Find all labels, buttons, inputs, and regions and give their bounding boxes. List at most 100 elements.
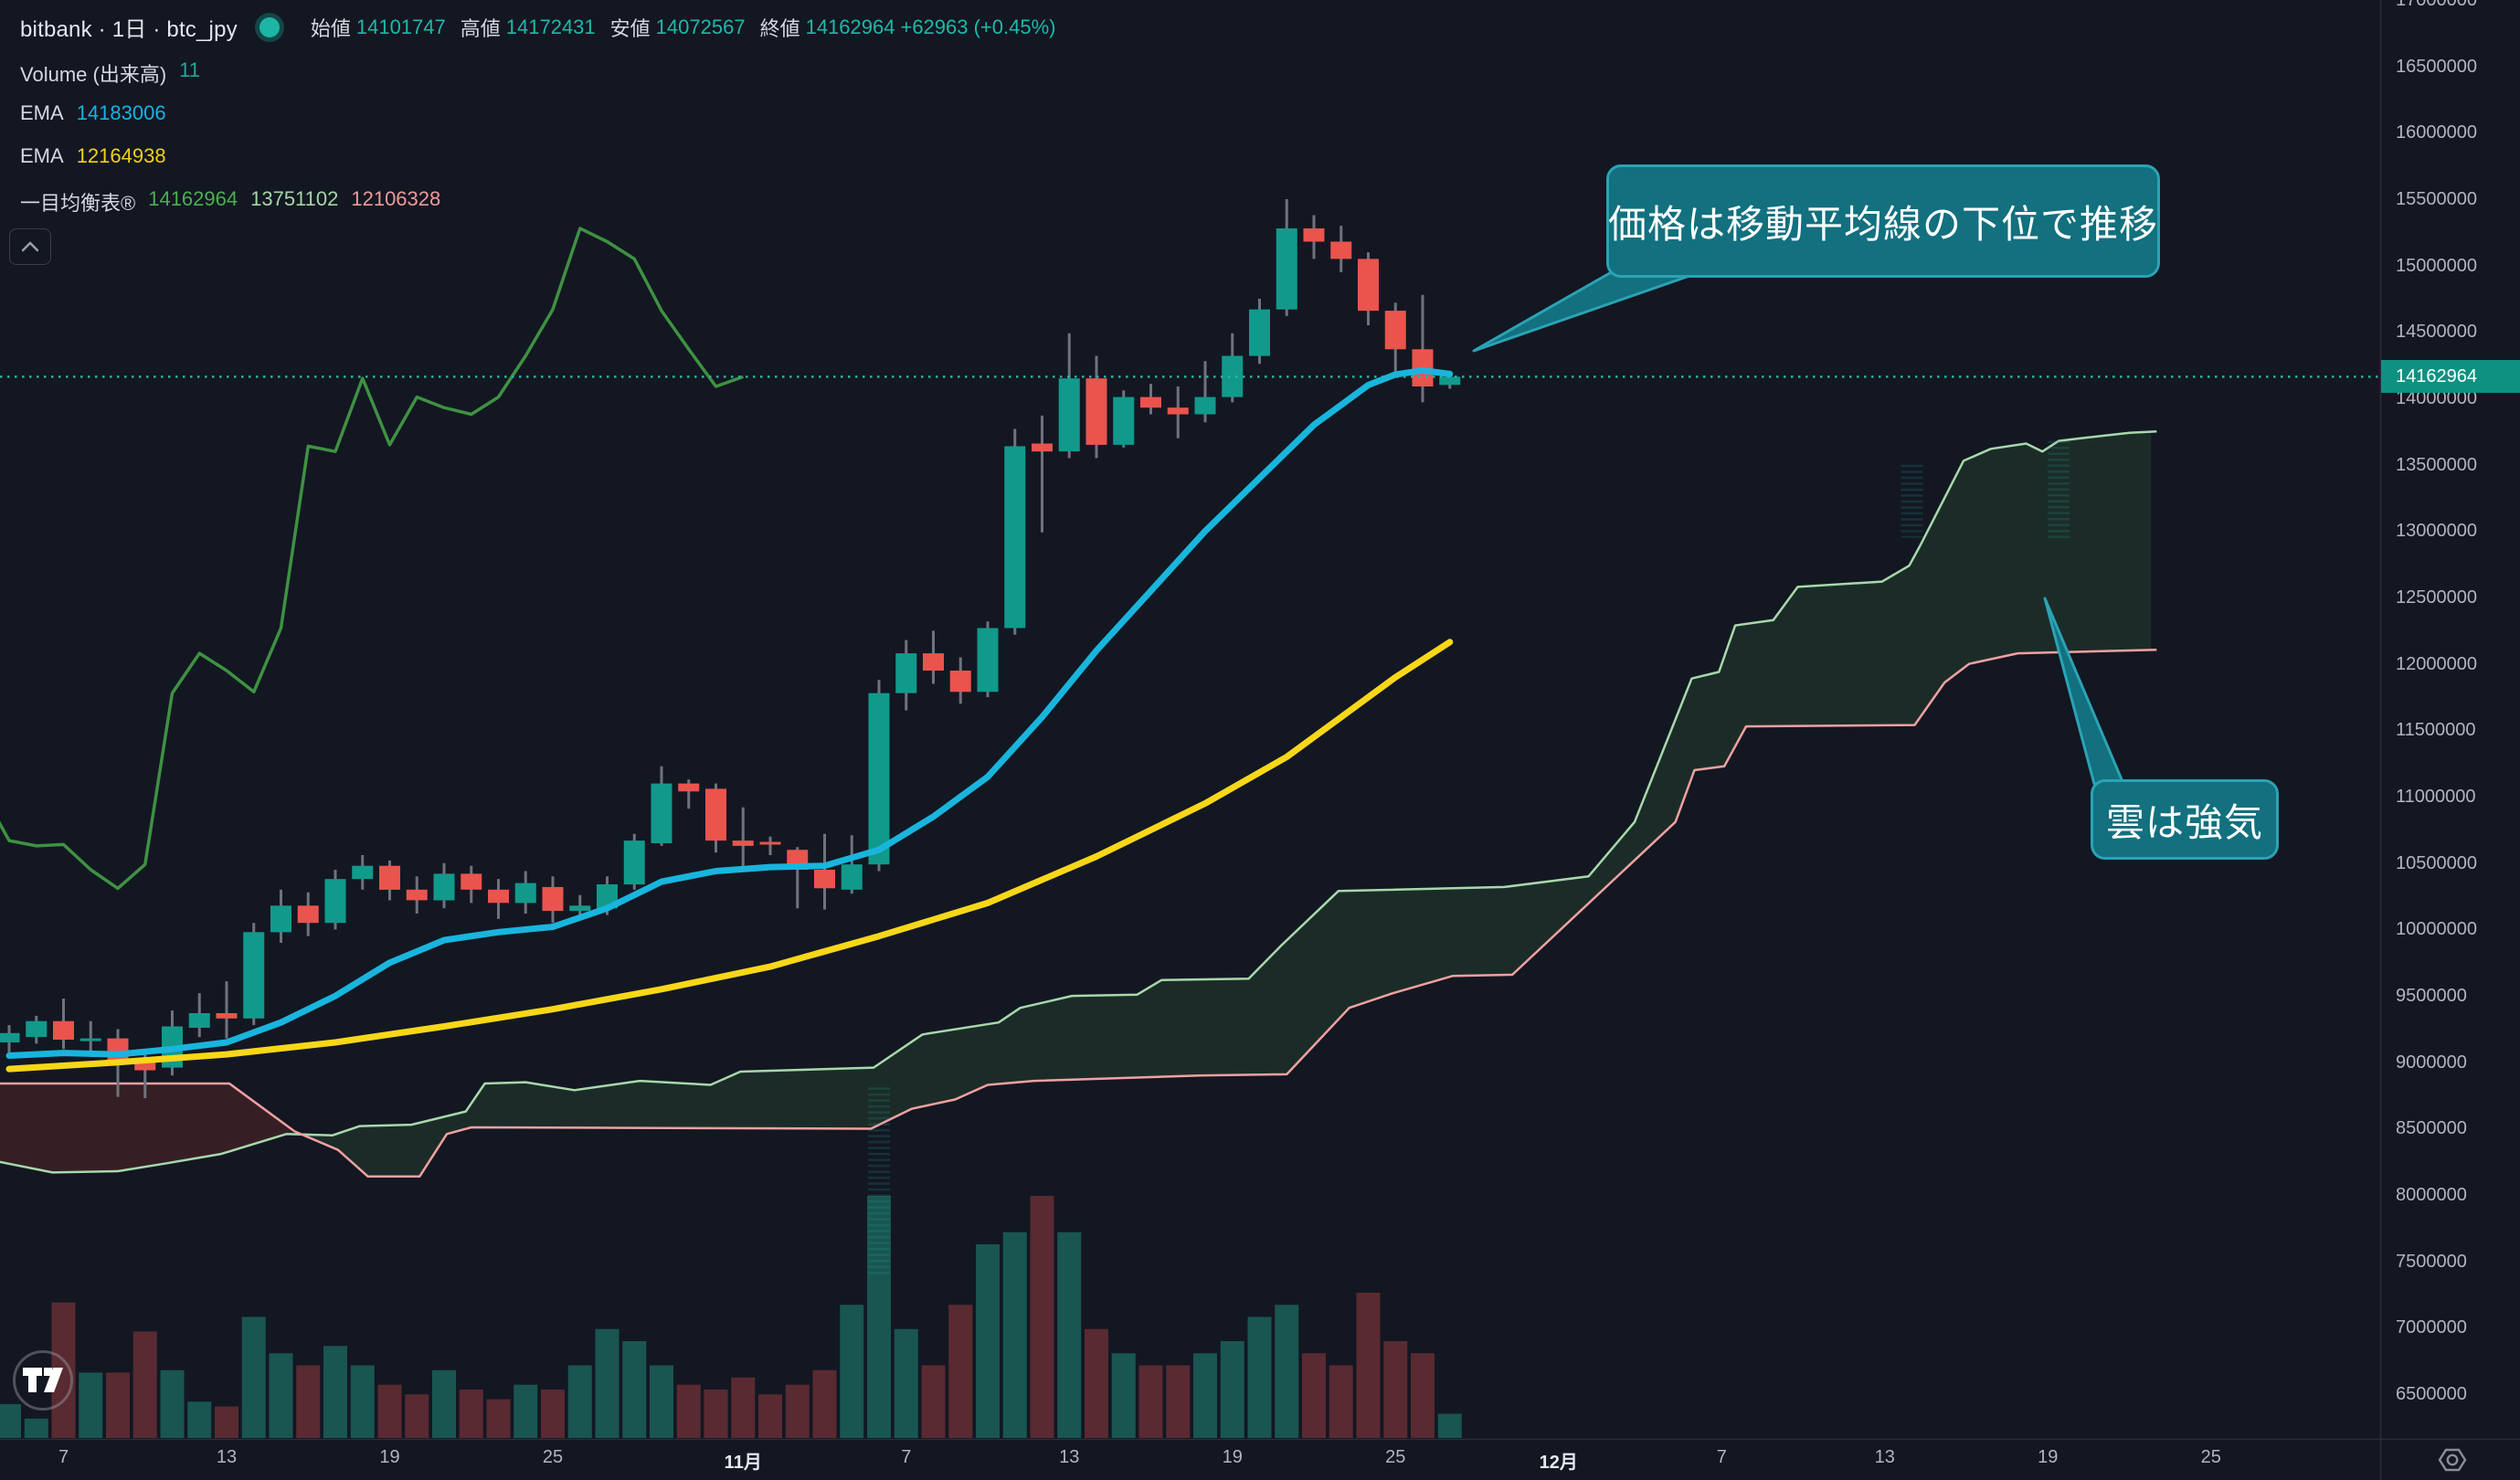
volume-bar <box>1111 1353 1136 1438</box>
volume-bar <box>1302 1353 1326 1438</box>
high-label: 高値 <box>460 16 501 40</box>
time-axis-label: 19 <box>379 1447 400 1467</box>
volume-value: 11 <box>179 58 200 81</box>
volume-bar <box>1411 1353 1435 1438</box>
time-axis[interactable]: 7 13 19 25 11月 7 13 19 25 12月 7 13 19 25 <box>0 1440 2520 1480</box>
candle-body <box>977 628 999 692</box>
candle-body <box>705 788 726 841</box>
candle <box>379 860 400 901</box>
candle <box>26 1015 48 1044</box>
volume-bar <box>1220 1341 1244 1438</box>
volume-bar <box>622 1341 647 1438</box>
candle <box>1303 215 1325 259</box>
price-axis-label: 9500000 <box>2396 986 2467 1007</box>
volume-bar <box>1193 1353 1217 1438</box>
time-axis-label: 7 <box>58 1447 69 1467</box>
volume-bar <box>486 1399 511 1438</box>
price-axis[interactable]: 14162964 17000000 16500000 16000000 1550000… <box>2381 0 2520 1439</box>
time-axis-label: 19 <box>1222 1447 1243 1467</box>
candle <box>678 779 700 809</box>
collapse-legend-button[interactable] <box>9 228 51 265</box>
volume-bar <box>1002 1232 1027 1438</box>
open-value: 14101747 <box>355 15 446 38</box>
candle <box>1113 390 1135 448</box>
price-axis-label: 12000000 <box>2396 653 2477 674</box>
candle-body <box>1004 446 1026 629</box>
price-axis-label: 15500000 <box>2396 189 2477 210</box>
candle <box>406 876 428 914</box>
candle-body <box>1032 443 1053 452</box>
candle-body <box>53 1020 74 1040</box>
tradingview-logo[interactable] <box>13 1350 73 1411</box>
price-axis-label: 11500000 <box>2396 720 2476 741</box>
volume-bar <box>567 1365 592 1438</box>
candle-body <box>1358 259 1379 312</box>
chevron-up-icon <box>21 241 39 252</box>
candle-body <box>297 905 319 924</box>
candle-body <box>188 1013 210 1028</box>
time-axis-label: 13 <box>1059 1447 1080 1467</box>
annotation-tail[interactable] <box>1472 265 1712 353</box>
volume-bar <box>541 1390 565 1438</box>
legend-ichimoku: 一目均衡表® 14162964 13751102 12106328 <box>20 187 440 217</box>
annotation-callout-cloud[interactable]: 雲は強気 <box>2091 779 2279 860</box>
time-axis-label: 11月 <box>724 1453 762 1473</box>
senkou-span-a-line <box>0 429 2157 1174</box>
legend-volume: Volume (出来高) 11 <box>20 58 200 88</box>
price-axis-label: 7000000 <box>2396 1317 2467 1338</box>
settings-hexagon-icon <box>2438 1448 2467 1472</box>
volume-bar <box>1030 1196 1054 1438</box>
candle <box>759 836 781 855</box>
volume-label: Volume (出来高) <box>20 63 167 86</box>
volume-bar <box>269 1353 293 1438</box>
volume-bar <box>704 1390 728 1438</box>
candle-body <box>216 1013 238 1019</box>
legend-ema-fast: EMA 14183006 <box>20 101 166 125</box>
symbol-title[interactable]: bitbank · 1日 · btc_jpy <box>20 17 238 42</box>
ichimoku-senkou-a-value: 13751102 <box>250 187 339 210</box>
candle <box>1167 386 1189 439</box>
candle-body <box>0 1032 20 1042</box>
candle <box>1330 226 1352 272</box>
candle <box>1222 333 1244 403</box>
candle-body <box>1384 311 1406 350</box>
candle-body <box>433 873 455 901</box>
current-price-label: 14162964 <box>2381 360 2520 394</box>
time-axis-label: 25 <box>542 1447 564 1467</box>
annotation-callout-price-text: 価格は移動平均線の下位で推移 <box>1608 202 2159 246</box>
candle-body <box>1249 309 1270 356</box>
candle <box>814 833 835 910</box>
ichimoku-senkou-b-value: 12106328 <box>351 187 441 210</box>
time-axis-label: 25 <box>1385 1447 1406 1467</box>
candle-body <box>895 653 917 693</box>
volume-bar <box>160 1369 185 1438</box>
volume-bar <box>1329 1365 1353 1438</box>
candle <box>1032 415 1053 533</box>
open-label: 始値 <box>310 16 351 40</box>
volume-bar <box>1057 1232 1082 1438</box>
close-value: 14162964 <box>805 15 895 38</box>
candle-body <box>923 653 944 671</box>
candle-body <box>134 1061 156 1071</box>
volume-bar <box>0 1403 21 1438</box>
annotation-callout-price[interactable]: 価格は移動平均線の下位で推移 <box>1606 164 2160 278</box>
time-axis-label: 13 <box>216 1447 238 1467</box>
candle <box>651 766 672 846</box>
close-label: 終値 <box>759 16 800 40</box>
candle <box>949 657 971 704</box>
candle-body <box>542 886 564 912</box>
candle <box>1058 333 1080 459</box>
ema-fast-line <box>5 367 1454 1059</box>
high-value: 14172431 <box>505 15 596 38</box>
volume-bar <box>1275 1305 1299 1438</box>
candle-body <box>1167 407 1189 415</box>
volume-bar <box>215 1406 238 1438</box>
price-axis-label: 6500000 <box>2396 1384 2467 1405</box>
candle-body <box>868 692 890 865</box>
time-axis-settings-button[interactable] <box>2432 1440 2472 1480</box>
candle <box>297 892 319 936</box>
candle <box>623 833 645 890</box>
candle <box>732 807 754 868</box>
time-axis-label: 12月 <box>1539 1453 1578 1473</box>
